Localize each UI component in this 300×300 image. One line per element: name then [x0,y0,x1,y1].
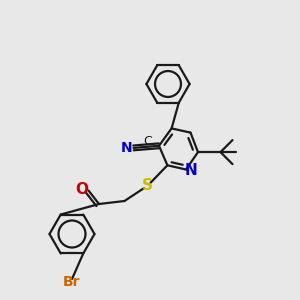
Text: N: N [121,141,133,155]
Text: Br: Br [63,275,81,289]
Text: C: C [143,135,152,148]
Text: S: S [142,178,152,193]
Text: N: N [185,163,197,178]
Text: O: O [75,182,88,196]
